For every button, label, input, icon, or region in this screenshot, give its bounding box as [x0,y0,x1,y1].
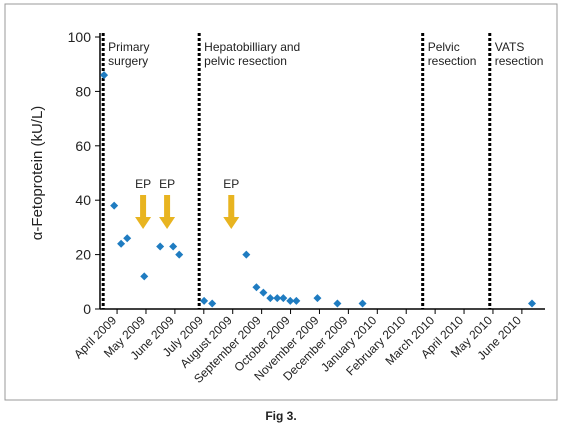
arrow-label: EP [159,177,175,191]
point [242,250,251,259]
frame [4,3,558,401]
arrow [159,195,176,229]
event-label: Pelvic [428,40,460,54]
event-label: Primary [108,40,149,54]
event-label: VATS [495,40,525,54]
point [200,296,209,305]
arrow [223,195,240,229]
point [117,239,126,248]
event-label: pelvic resection [204,54,287,68]
arrow-label: EP [223,177,239,191]
point [123,234,132,243]
y-tick-label: 100 [68,29,92,45]
point [286,296,295,305]
point [279,294,288,303]
point [175,250,184,259]
y-tick-label: 40 [75,192,91,208]
event-label: resection [428,54,477,68]
y-tick-label: 60 [75,138,91,154]
point [169,242,178,251]
y-tick-label: 0 [83,301,91,317]
point [100,71,109,80]
point [292,296,301,305]
point [527,299,536,308]
y-axis-label: α-Fetoprotein (kU/L) [29,106,46,241]
point [259,288,268,297]
event-label: surgery [108,54,148,68]
arrow-label: EP [135,177,151,191]
caption: Fig 3. [265,409,296,423]
point [208,299,217,308]
point [140,272,149,281]
y-tick-label: 80 [75,83,91,99]
y-tick-label: 20 [75,247,91,263]
point [333,299,342,308]
point [273,294,282,303]
point [110,201,119,210]
event-label: Hepatobilliary and [204,40,300,54]
point [156,242,165,251]
point [358,299,367,308]
point [252,283,261,292]
event-label: resection [495,54,544,68]
point [266,294,275,303]
point [313,294,322,303]
arrow [135,195,152,229]
